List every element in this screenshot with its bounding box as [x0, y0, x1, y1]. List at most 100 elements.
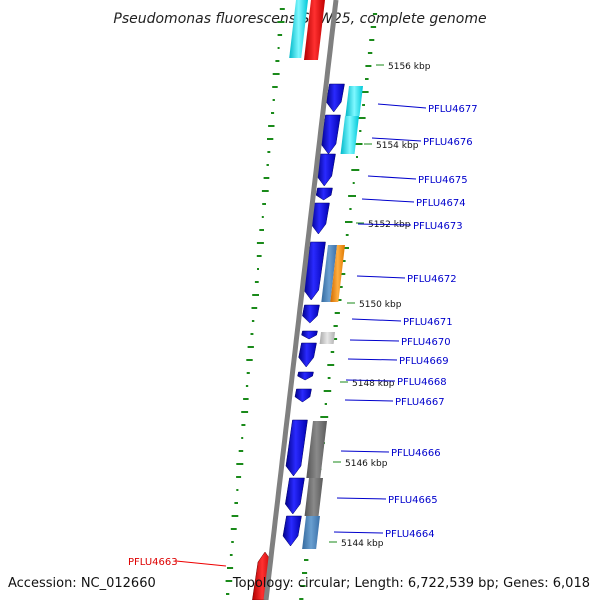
gc-dot-right [370, 26, 377, 28]
gc-dot-right [345, 221, 353, 223]
gc-dot-left [259, 229, 264, 231]
gene-leader-line [356, 275, 406, 279]
gene-label-pflu4669[interactable]: PFLU4669 [399, 356, 449, 367]
gc-dot-left [252, 294, 259, 296]
gc-dot-right [327, 364, 335, 366]
gene-label-pflu4672[interactable]: PFLU4672 [407, 274, 457, 285]
gc-dot-left [256, 255, 262, 257]
gene-label-pflu4667[interactable]: PFLU4667 [395, 397, 445, 408]
gc-dot-left [261, 216, 264, 218]
gc-dot-left [268, 125, 275, 127]
gene-label-pflu4664[interactable]: PFLU4664 [385, 529, 435, 540]
gc-dot-left [271, 112, 275, 114]
gc-dot-left [236, 489, 239, 491]
gene-leader-line [344, 399, 394, 402]
gc-dot-right [356, 156, 358, 158]
gc-dot-left [246, 359, 253, 361]
gc-dot-right [299, 598, 304, 600]
gene-label-pflu4673[interactable]: PFLU4673 [413, 221, 463, 232]
gene-arrow-9 [298, 342, 317, 368]
gene-label-pflu4663[interactable]: PFLU4663 [128, 557, 178, 568]
gene-arrow-7 [302, 304, 320, 324]
gc-dot-left [234, 502, 238, 504]
gc-dot-left [230, 528, 237, 530]
gc-dot-left [261, 190, 269, 192]
gc-dot-right [336, 299, 342, 301]
scale-label: 5156 kbp [388, 62, 431, 72]
gc-dot-left [243, 398, 249, 400]
gc-dot-right [369, 39, 375, 41]
gray-domain-a [306, 421, 327, 478]
gene-arrow-12 [285, 419, 308, 477]
gc-dot-left [277, 47, 280, 49]
gc-dot-right [365, 78, 369, 80]
gc-dot-left [267, 151, 271, 153]
gc-dot-left [272, 86, 278, 88]
gene-label-pflu4677[interactable]: PFLU4677 [428, 104, 478, 115]
gc-dot-right [348, 195, 356, 197]
gc-dot-right [304, 559, 309, 561]
gene-leader-line [371, 137, 422, 142]
gene-leader-line [340, 450, 390, 453]
gc-dot-left [236, 476, 242, 478]
steel-domain [321, 245, 337, 302]
gene-arrow-1 [325, 83, 345, 113]
gc-dot-left [246, 372, 250, 374]
gc-dot-left [241, 411, 249, 413]
steel-domain-b [302, 516, 320, 549]
gc-dot-right [339, 273, 346, 275]
gc-dot-left [251, 307, 258, 309]
gene-label-pflu4676[interactable]: PFLU4676 [423, 137, 473, 148]
gene-label-pflu4674[interactable]: PFLU4674 [416, 198, 466, 209]
gene-arrow-11 [294, 388, 312, 403]
gene-label-pflu4670[interactable]: PFLU4670 [401, 337, 451, 348]
gene-leader-line [349, 339, 400, 342]
gene-label-pflu4668[interactable]: PFLU4668 [397, 377, 447, 388]
gc-dot-right [320, 416, 329, 418]
red-gene-top [303, 0, 325, 60]
orange-domain [330, 245, 345, 302]
gc-dot-right [367, 52, 373, 54]
gc-dot-left [247, 346, 254, 348]
gc-dot-left [272, 99, 275, 101]
gc-content-dots [225, 8, 378, 600]
gene-arrow-4 [315, 187, 333, 201]
gc-dot-right [359, 130, 362, 132]
gc-dot-right [349, 208, 352, 210]
gene-label-pflu4675[interactable]: PFLU4675 [418, 175, 468, 186]
gc-dot-left [254, 281, 259, 283]
accession-text: Accession: NC_012660 [8, 576, 156, 591]
gc-dot-right [345, 234, 349, 236]
gc-dot-left [257, 268, 259, 270]
gene-leader-line [377, 103, 427, 109]
cyan-domain-a [345, 86, 363, 116]
gene-label-pflu4671[interactable]: PFLU4671 [403, 317, 453, 328]
genome-summary-text: Topology: circular; Length: 6,722,539 bp… [232, 576, 590, 591]
gene-leader-line [347, 358, 398, 361]
gene-labels: PFLU4677 PFLU4676 PFLU4675 PFLU4674 PFLU4673… [128, 103, 478, 568]
gene-arrow-13 [285, 477, 305, 515]
gc-dot-left [236, 463, 244, 465]
gc-dot-right [351, 169, 360, 171]
gene-leader-line [367, 175, 417, 180]
gene-leader-line [333, 531, 384, 534]
scale-label: 5148 kbp [352, 379, 395, 389]
lightgray-domain [319, 332, 335, 344]
gc-dot-right [338, 286, 343, 288]
gc-dot-right [327, 377, 331, 379]
gc-dot-left [275, 60, 280, 62]
gc-dot-right [333, 325, 338, 327]
cyan-domain [289, 0, 308, 58]
gene-leader-line [361, 198, 415, 203]
gene-label-pflu4666[interactable]: PFLU4666 [391, 448, 441, 459]
gc-dot-right [372, 13, 378, 15]
gene-leader-line [175, 560, 227, 567]
gc-dot-right [300, 585, 306, 587]
scale-label: 5144 kbp [341, 539, 384, 549]
gene-label-pflu4665[interactable]: PFLU4665 [388, 495, 438, 506]
feature-track [252, 0, 363, 600]
gc-dot-right [323, 390, 332, 392]
gene-leader-line [357, 223, 412, 226]
genome-backbone [263, 0, 339, 600]
gene-arrow-10 [297, 371, 314, 381]
